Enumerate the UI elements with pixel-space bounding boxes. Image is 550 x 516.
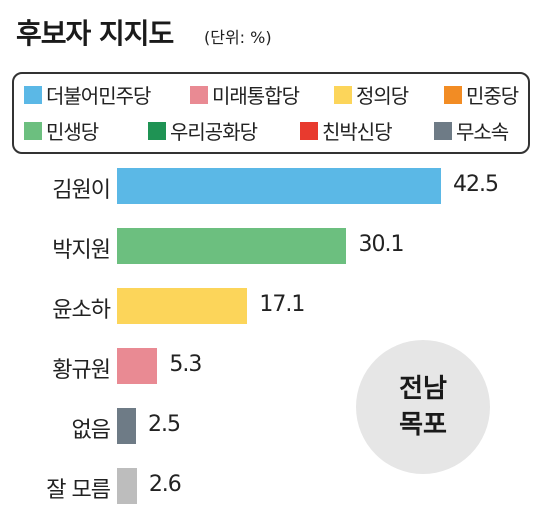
category-label: 없음	[71, 418, 111, 443]
legend-item: 민생당	[24, 116, 99, 145]
value-label: 2.6	[148, 472, 182, 497]
legend-label: 우리공화당	[170, 120, 258, 144]
legend-swatch	[24, 85, 42, 104]
bar	[117, 348, 158, 384]
legend-swatch	[434, 121, 452, 140]
legend-item: 정의당	[334, 80, 409, 109]
value-label: 2.5	[148, 412, 181, 437]
legend-item: 미래통합당	[190, 80, 300, 109]
category-label: 황규원	[52, 358, 111, 383]
bar	[117, 408, 137, 444]
legend-swatch	[190, 85, 208, 104]
legend-swatch	[444, 85, 462, 104]
legend-label: 더불어민주당	[46, 84, 151, 108]
value-label: 42.5	[453, 172, 499, 197]
value-label: 17.1	[259, 292, 305, 317]
legend-item: 우리공화당	[148, 116, 258, 145]
bar	[117, 228, 347, 264]
legend-label: 민생당	[46, 120, 99, 144]
legend-label: 친박신당	[322, 120, 393, 144]
page-title: 후보자 지지도	[16, 17, 174, 50]
value-label: 30.1	[358, 232, 404, 257]
legend-swatch	[300, 121, 318, 140]
legend-label: 무소속	[456, 120, 509, 144]
category-label: 잘 모름	[46, 478, 111, 503]
value-label: 5.3	[169, 352, 202, 377]
legend-item: 민중당	[444, 80, 519, 109]
legend-label: 민중당	[466, 84, 519, 108]
category-label: 윤소하	[52, 298, 111, 323]
bar	[117, 468, 137, 504]
legend-label: 정의당	[356, 84, 409, 108]
unit-label: (단위: %)	[204, 28, 272, 47]
region-badge-line1: 전남	[399, 374, 447, 404]
legend-label: 미래통합당	[212, 84, 300, 108]
legend-swatch	[24, 121, 42, 140]
legend-swatch	[334, 85, 352, 104]
region-badge: 전남 목포	[356, 340, 490, 474]
legend-item: 친박신당	[300, 116, 393, 145]
bar	[117, 288, 248, 324]
category-label: 김원이	[52, 178, 111, 203]
legend-swatch	[148, 121, 166, 140]
legend-item: 무소속	[434, 116, 509, 145]
legend-item: 더불어민주당	[24, 80, 151, 109]
category-label: 박지원	[52, 238, 111, 263]
region-badge-line2: 목포	[399, 410, 447, 440]
bar	[117, 168, 441, 204]
